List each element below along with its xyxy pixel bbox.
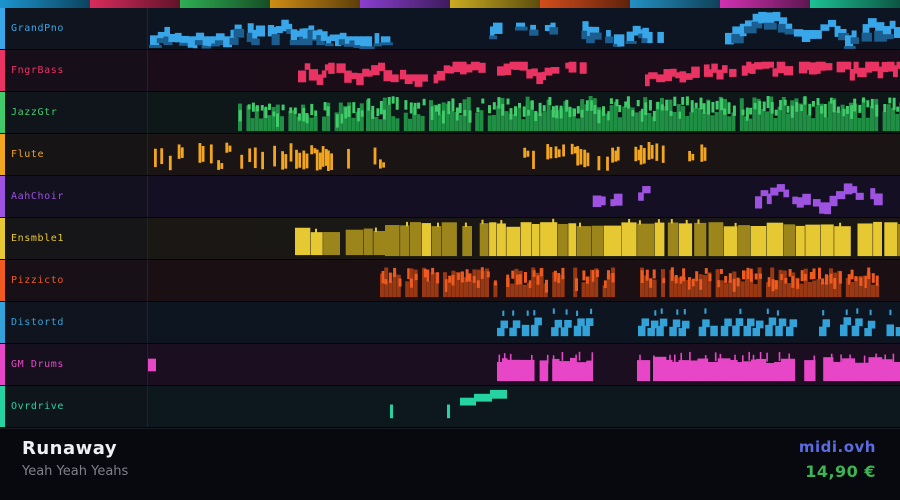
note-canvas [148, 351, 900, 382]
note-canvas [238, 96, 900, 132]
note-canvas [592, 183, 883, 215]
note-canvas [149, 11, 900, 49]
track-color-swatch [450, 0, 540, 8]
track-color-swatch [0, 0, 90, 8]
track-roll [148, 386, 900, 427]
song-title: Runaway [22, 438, 118, 459]
track-roll [148, 176, 900, 217]
track-row: FngrBass [0, 50, 900, 92]
shop-info: midi.ovh 14,90 € [799, 438, 876, 481]
track-list: GrandPno FngrBass JazzGtr Flute AahChoir Ensm… [0, 8, 900, 428]
track-label: Ovrdrive [11, 401, 64, 412]
track-roll [148, 302, 900, 343]
track-label: Ensmble1 [11, 233, 64, 244]
note-canvas [390, 389, 507, 419]
track-color-bar [0, 302, 5, 343]
track-label-cell[interactable]: Pizzicto [0, 260, 148, 301]
track-roll [148, 50, 900, 91]
track-row: Ovrdrive [0, 386, 900, 428]
track-label-cell[interactable]: FngrBass [0, 50, 148, 91]
track-color-swatch [270, 0, 360, 8]
track-roll [148, 92, 900, 133]
song-info: Runaway Yeah Yeah Yeahs [22, 438, 128, 479]
note-canvas [295, 218, 900, 257]
note-canvas [380, 267, 880, 298]
track-color-swatch [360, 0, 450, 8]
track-label: Flute [11, 149, 45, 160]
track-color-bar [0, 386, 5, 427]
track-label-cell[interactable]: Ovrdrive [0, 386, 148, 427]
track-color-bar [0, 8, 5, 49]
track-row: GM Drums [0, 344, 900, 386]
track-roll [148, 8, 900, 49]
track-label: Distortd [11, 317, 64, 328]
track-color-swatch [720, 0, 810, 8]
track-label: GM Drums [11, 359, 64, 370]
track-label-cell[interactable]: Distortd [0, 302, 148, 343]
track-color-swatch [90, 0, 180, 8]
track-label: GrandPno [11, 23, 64, 34]
track-color-bar [0, 92, 5, 133]
track-row: Pizzicto [0, 260, 900, 302]
track-row: Flute [0, 134, 900, 176]
price-label: 14,90 € [805, 462, 876, 481]
track-row: JazzGtr [0, 92, 900, 134]
brand-link[interactable]: midi.ovh [798, 438, 876, 456]
track-label-cell[interactable]: GM Drums [0, 344, 148, 385]
track-color-bar [0, 176, 5, 217]
track-row: Distortd [0, 302, 900, 344]
track-label-cell[interactable]: AahChoir [0, 176, 148, 217]
track-row: AahChoir [0, 176, 900, 218]
track-label-cell[interactable]: GrandPno [0, 8, 148, 49]
track-roll [148, 218, 900, 259]
track-color-swatch [630, 0, 720, 8]
track-label-cell[interactable]: Flute [0, 134, 148, 175]
footer: Runaway Yeah Yeah Yeahs midi.ovh 14,90 € [0, 428, 900, 500]
track-roll [148, 260, 900, 301]
track-row: Ensmble1 [0, 218, 900, 260]
track-label: Pizzicto [11, 275, 64, 286]
track-color-bar [0, 344, 5, 385]
track-row: GrandPno [0, 8, 900, 50]
note-canvas [298, 61, 900, 87]
track-label: JazzGtr [11, 107, 58, 118]
track-color-bar [0, 260, 5, 301]
track-label: AahChoir [11, 191, 64, 202]
note-canvas [154, 142, 707, 171]
track-label: FngrBass [11, 65, 64, 76]
track-label-cell[interactable]: JazzGtr [0, 92, 148, 133]
note-canvas [497, 308, 900, 337]
track-color-bar [0, 50, 5, 91]
track-color-bar [0, 218, 5, 259]
track-color-swatch [180, 0, 270, 8]
track-color-swatch [540, 0, 630, 8]
track-label-cell[interactable]: Ensmble1 [0, 218, 148, 259]
track-roll [148, 134, 900, 175]
song-artist: Yeah Yeah Yeahs [22, 464, 129, 479]
track-color-bar [0, 134, 5, 175]
track-color-swatch [810, 0, 900, 8]
track-roll [148, 344, 900, 385]
top-color-strip [0, 0, 900, 8]
